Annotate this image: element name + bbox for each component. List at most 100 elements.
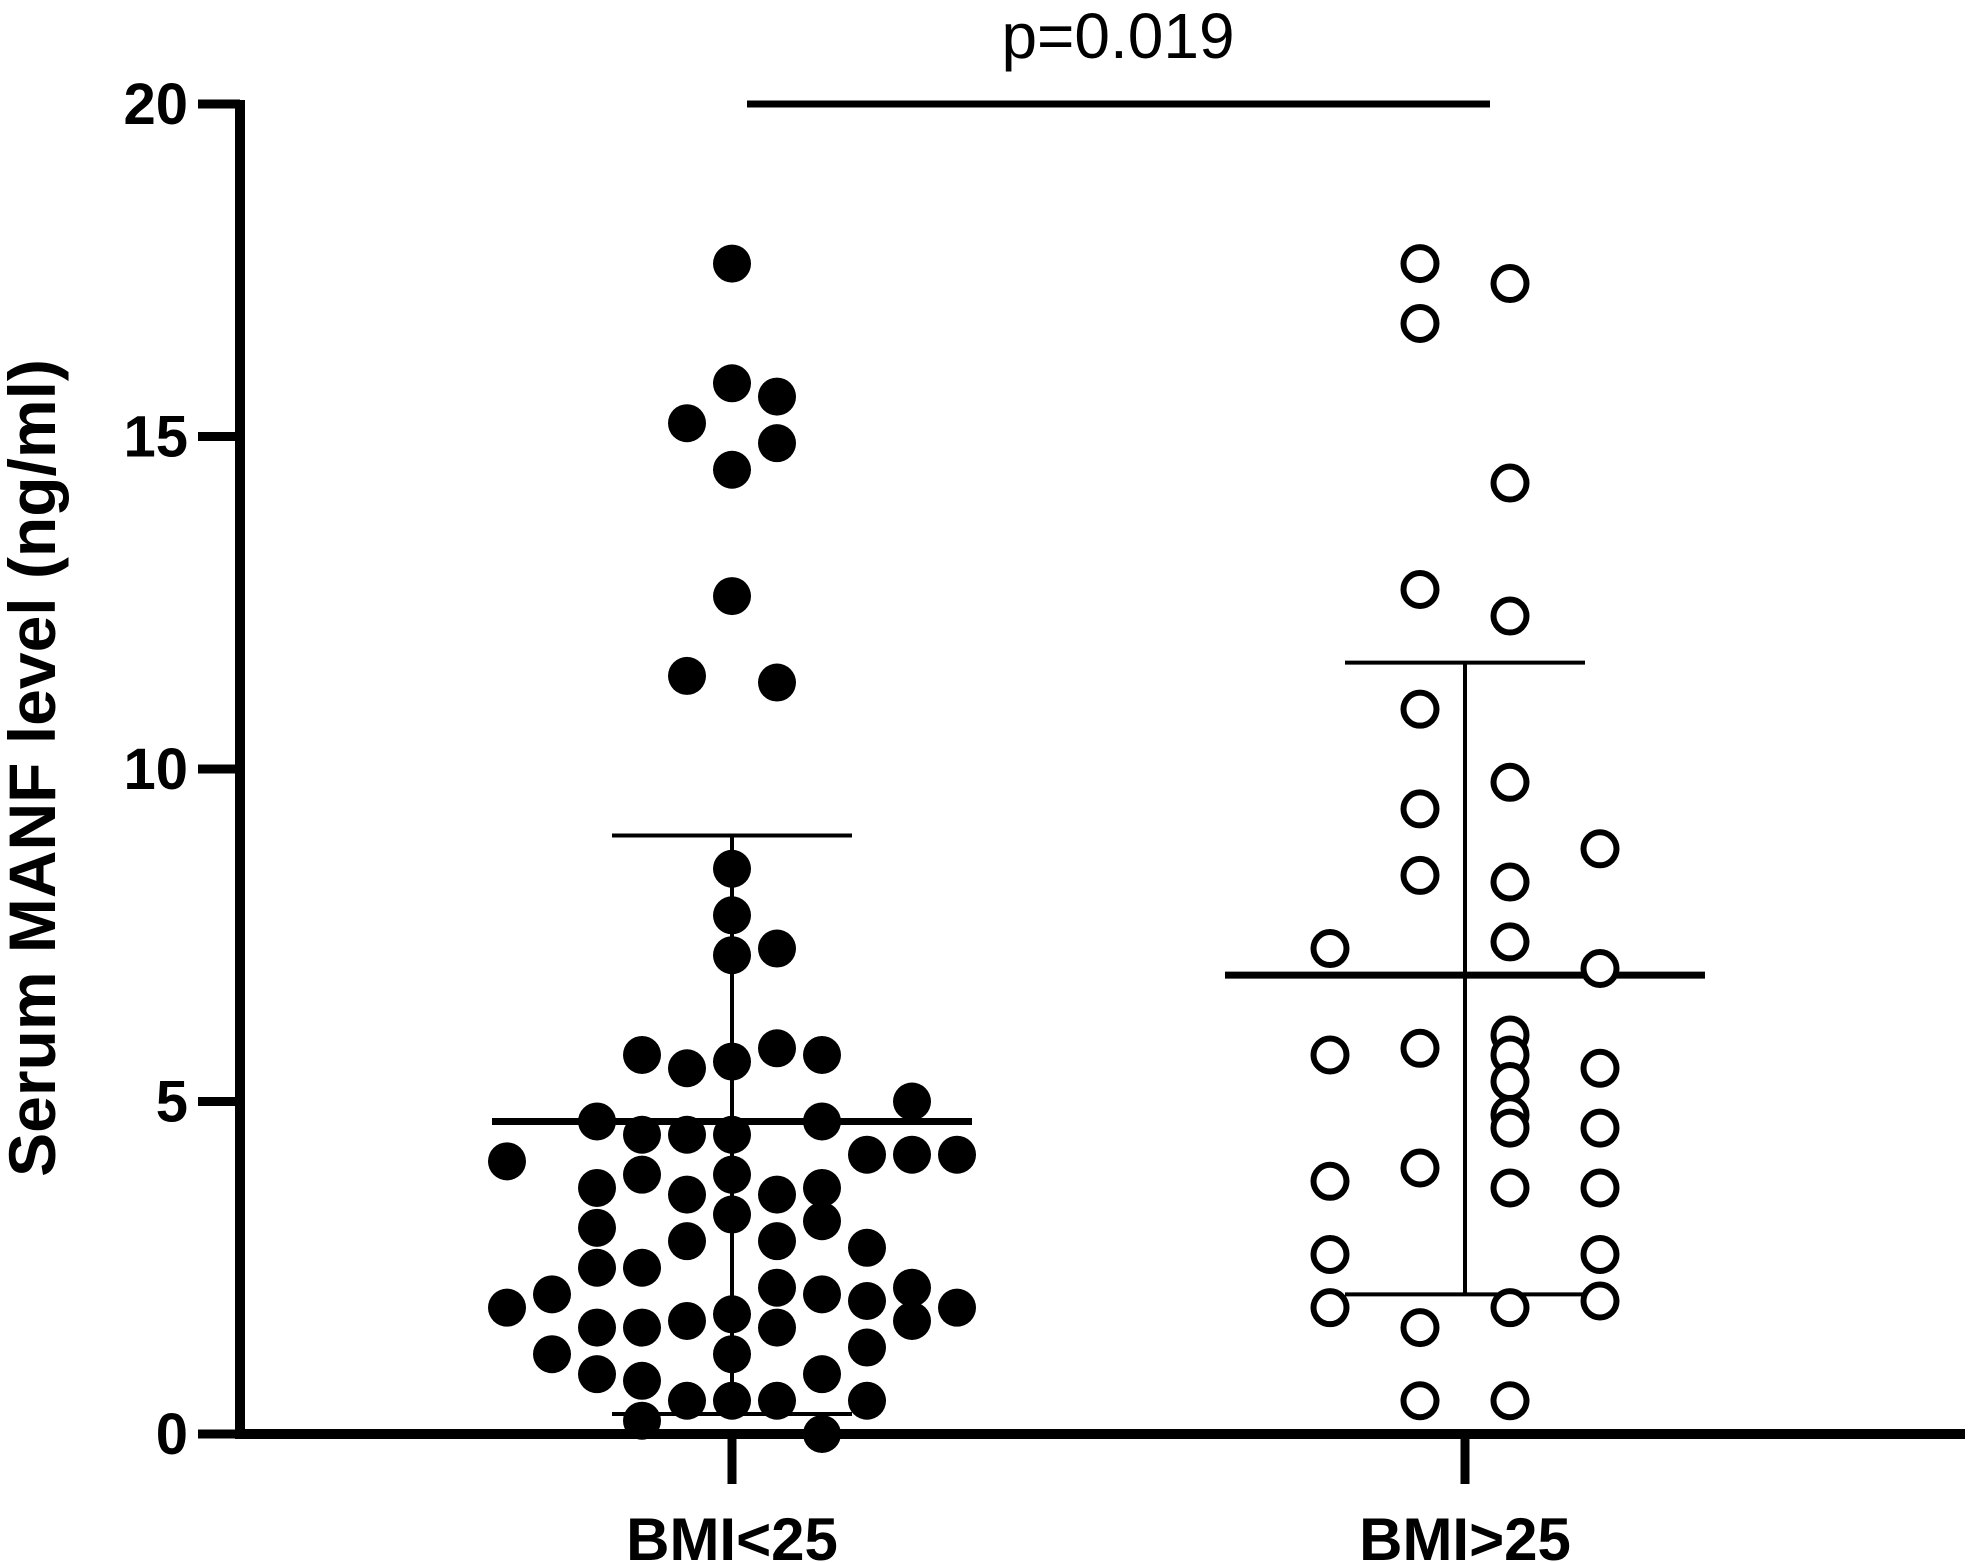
data-point [668, 1175, 706, 1214]
data-point [713, 1155, 751, 1194]
axes [235, 100, 1965, 1439]
data-point [803, 1168, 841, 1207]
data-point [578, 1308, 616, 1347]
data-point [713, 1335, 751, 1374]
data-point [1580, 1234, 1620, 1274]
x-category-label-1: BMI>25 [1359, 1506, 1571, 1562]
data-point [1490, 862, 1530, 902]
y-ticks: 0 5 10 15 20 [123, 72, 240, 1467]
data-point [578, 1355, 616, 1394]
data-point [803, 1275, 841, 1314]
data-point [713, 1295, 751, 1334]
data-point [803, 1102, 841, 1141]
data-point [533, 1335, 571, 1374]
data-point [848, 1228, 886, 1267]
data-point [488, 1142, 526, 1181]
data-point [1310, 1035, 1350, 1075]
y-tick-label-15: 15 [123, 405, 188, 470]
data-point [668, 656, 706, 695]
y-tick-label-20: 20 [123, 72, 188, 137]
data-point [713, 1115, 751, 1154]
data-point [668, 404, 706, 443]
data-point [1400, 1308, 1440, 1348]
data-point [713, 364, 751, 403]
data-point [893, 1135, 931, 1174]
data-point [1400, 689, 1440, 729]
data-point [893, 1301, 931, 1340]
data-point [1580, 1048, 1620, 1088]
data-point [668, 1301, 706, 1340]
data-point [1490, 463, 1530, 503]
data-point [623, 1035, 661, 1074]
data-point [533, 1275, 571, 1314]
data-point [1490, 1108, 1530, 1148]
data-point [758, 1268, 796, 1307]
data-point [758, 1308, 796, 1347]
data-point [848, 1282, 886, 1320]
data-point [803, 1415, 841, 1453]
data-point [1310, 929, 1350, 969]
data-point [713, 1381, 751, 1420]
data-point [713, 577, 751, 616]
data-point [1490, 1168, 1530, 1208]
data-point [1400, 789, 1440, 829]
data-point [758, 424, 796, 463]
data-point [1400, 855, 1440, 895]
data-point [758, 929, 796, 968]
data-point [623, 1115, 661, 1154]
data-point [578, 1208, 616, 1247]
data-point [758, 1381, 796, 1420]
data-point [893, 1268, 931, 1307]
p-value-label: p=0.019 [1001, 0, 1234, 72]
data-point [578, 1102, 616, 1141]
data-point [803, 1035, 841, 1074]
data-point [1400, 244, 1440, 284]
data-point [1580, 949, 1620, 988]
labels: BMI<25 BMI>25 [626, 1434, 1571, 1562]
data-point [1490, 596, 1530, 636]
data-point [938, 1288, 976, 1327]
data-point [713, 1195, 751, 1234]
y-tick-label-0: 0 [156, 1402, 188, 1467]
data-point [758, 1029, 796, 1068]
data-point [1490, 1062, 1530, 1102]
data-point [668, 1381, 706, 1420]
data-point [713, 450, 751, 489]
data-point [1490, 1288, 1530, 1328]
data-point [1310, 1288, 1350, 1328]
data-point [893, 1082, 931, 1121]
data-point [1400, 1381, 1440, 1421]
data-point [1400, 1028, 1440, 1068]
data-point [758, 377, 796, 416]
data-point [1310, 1234, 1350, 1274]
data-point [1580, 829, 1620, 869]
data-point [1310, 1161, 1350, 1201]
y-tick-label-5: 5 [156, 1070, 188, 1135]
x-category-label-0: BMI<25 [626, 1506, 838, 1562]
data-point [1580, 1108, 1620, 1148]
data-point [1490, 264, 1530, 304]
data-point [1400, 1148, 1440, 1188]
y-tick-label-10: 10 [123, 737, 188, 802]
data-point [713, 896, 751, 935]
mean-sd-bars [492, 660, 1705, 1417]
y-axis-title: Serum MANF level (ng/ml) [0, 359, 69, 1177]
data-point [1490, 762, 1530, 802]
data-points [488, 244, 1620, 1453]
data-point [938, 1135, 976, 1174]
data-point [668, 1115, 706, 1154]
data-point [668, 1049, 706, 1088]
data-point [713, 936, 751, 975]
data-point [488, 1288, 526, 1327]
data-point [758, 663, 796, 702]
data-point [1490, 1381, 1530, 1421]
data-point [1580, 1168, 1620, 1208]
data-point [668, 1222, 706, 1261]
data-point [578, 1248, 616, 1287]
data-point [848, 1328, 886, 1367]
data-point [803, 1202, 841, 1241]
data-point [1580, 1281, 1620, 1321]
data-point [758, 1222, 796, 1261]
data-point [848, 1135, 886, 1174]
data-point [713, 849, 751, 888]
